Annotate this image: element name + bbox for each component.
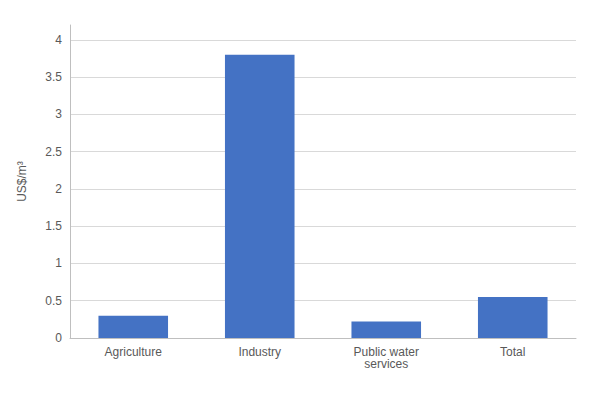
- svg-text:US$/m³: US$/m³: [15, 161, 29, 202]
- svg-text:3.5: 3.5: [45, 70, 62, 84]
- svg-text:Industry: Industry: [238, 345, 281, 359]
- svg-text:0.5: 0.5: [45, 294, 62, 308]
- svg-text:Agriculture: Agriculture: [105, 345, 163, 359]
- svg-text:services: services: [364, 357, 408, 371]
- svg-text:4: 4: [55, 33, 62, 47]
- svg-text:3: 3: [55, 107, 62, 121]
- svg-text:Public water: Public water: [353, 345, 419, 359]
- svg-text:1: 1: [55, 256, 62, 270]
- svg-text:1.5: 1.5: [45, 219, 62, 233]
- svg-text:Total: Total: [500, 345, 525, 359]
- svg-text:2: 2: [55, 182, 62, 196]
- svg-text:0: 0: [55, 331, 62, 345]
- svg-text:2.5: 2.5: [45, 145, 62, 159]
